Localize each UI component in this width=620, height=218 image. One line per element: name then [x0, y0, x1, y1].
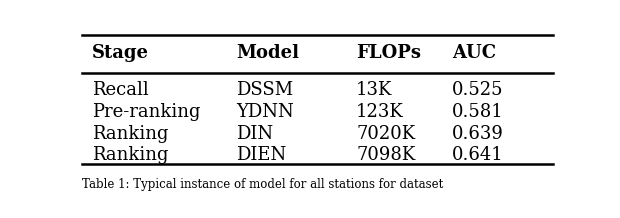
Text: 0.641: 0.641	[453, 146, 504, 164]
Text: Model: Model	[236, 44, 299, 62]
Text: Table 1: Typical instance of model for all stations for dataset: Table 1: Typical instance of model for a…	[82, 178, 443, 191]
Text: FLOPs: FLOPs	[356, 44, 421, 62]
Text: 7098K: 7098K	[356, 146, 415, 164]
Text: 7020K: 7020K	[356, 125, 415, 143]
Text: 13K: 13K	[356, 81, 392, 99]
Text: DIEN: DIEN	[236, 146, 286, 164]
Text: Pre-ranking: Pre-ranking	[92, 103, 200, 121]
Text: AUC: AUC	[453, 44, 497, 62]
Text: 123K: 123K	[356, 103, 404, 121]
Text: Ranking: Ranking	[92, 125, 169, 143]
Text: Ranking: Ranking	[92, 146, 169, 164]
Text: Recall: Recall	[92, 81, 149, 99]
Text: DIN: DIN	[236, 125, 273, 143]
Text: DSSM: DSSM	[236, 81, 293, 99]
Text: 0.639: 0.639	[453, 125, 504, 143]
Text: YDNN: YDNN	[236, 103, 294, 121]
Text: Stage: Stage	[92, 44, 149, 62]
Text: 0.525: 0.525	[453, 81, 504, 99]
Text: 0.581: 0.581	[453, 103, 504, 121]
